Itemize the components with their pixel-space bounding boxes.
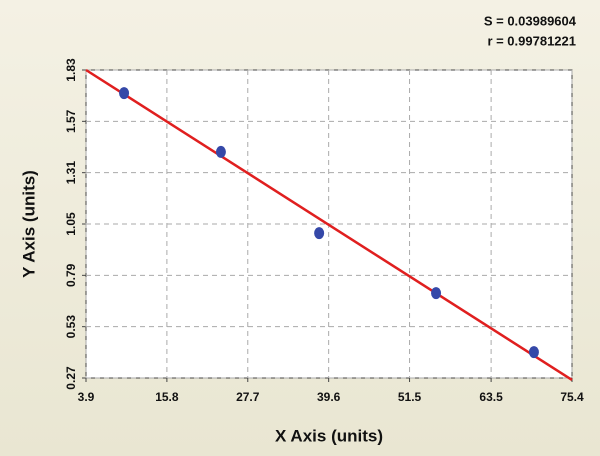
point xyxy=(528,346,539,359)
x-tick-label: 63.5 xyxy=(479,390,503,404)
x-tick-label: 15.8 xyxy=(155,390,179,404)
fit-line xyxy=(85,68,573,382)
point xyxy=(314,227,325,240)
y-axis-title: Y Axis (units) xyxy=(19,170,38,278)
y-tick-label: 0.53 xyxy=(64,315,78,339)
x-tick-label: 75.4 xyxy=(560,390,584,404)
point xyxy=(215,145,226,158)
y-tick-label: 1.31 xyxy=(64,161,78,185)
annotation: S = 0.03989604 xyxy=(484,13,577,28)
y-tick-label: 1.83 xyxy=(64,58,78,82)
annotation: r = 0.99781221 xyxy=(487,33,576,48)
y-tick-label: 0.79 xyxy=(64,263,78,287)
y-tick-label: 1.05 xyxy=(64,212,78,236)
x-tick-label: 51.5 xyxy=(398,390,422,404)
y-tick-label: 1.57 xyxy=(64,109,78,133)
point xyxy=(431,287,442,300)
x-tick-label: 27.7 xyxy=(236,390,260,404)
y-tick-label: 0.27 xyxy=(64,366,78,390)
x-tick-label: 3.9 xyxy=(78,390,95,404)
x-tick-label: 39.6 xyxy=(317,390,341,404)
x-axis-title: X Axis (units) xyxy=(275,426,383,445)
point xyxy=(119,87,130,100)
